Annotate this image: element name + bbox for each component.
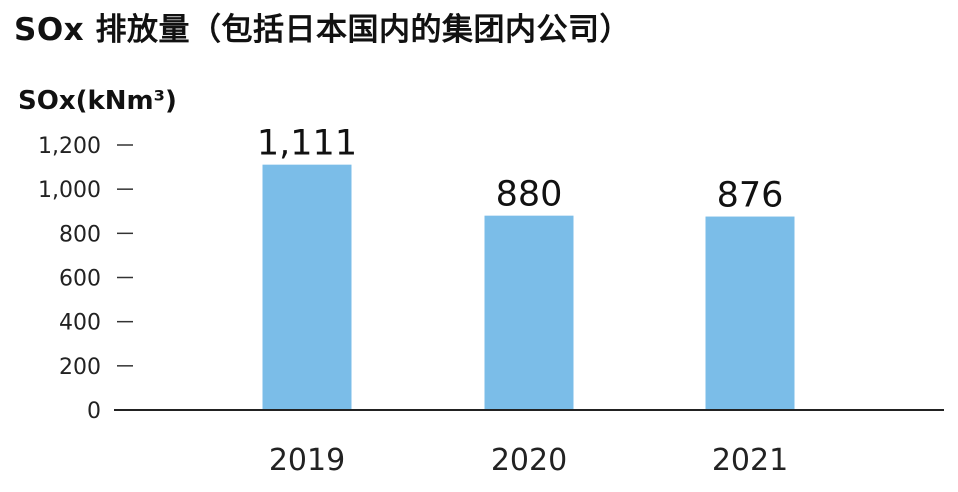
y-axis-label: SOx(kNm³)	[18, 86, 177, 116]
y-axis-ticks: 0 200 400 600 800 1,000 1,200	[38, 134, 133, 424]
data-label: 1,111	[257, 124, 357, 164]
y-tick-label: 200	[59, 355, 101, 380]
y-tick-label: 400	[59, 311, 101, 336]
y-tick-label: 800	[59, 222, 101, 247]
y-tick-label: 1,200	[38, 134, 101, 159]
x-tick-label: 2021	[712, 443, 788, 478]
y-tick-label: 0	[87, 399, 101, 424]
bar-2021	[705, 216, 795, 410]
y-tick-label: 600	[59, 267, 101, 292]
data-label: 876	[717, 176, 784, 216]
bars	[262, 164, 795, 410]
x-axis-labels: 2019 2020 2021	[269, 443, 788, 478]
y-tick-label: 1,000	[38, 178, 101, 203]
x-tick-label: 2019	[269, 443, 345, 478]
bar-2019	[262, 164, 352, 410]
chart-title: SOx 排放量（包括日本国内的集团内公司）	[14, 12, 631, 48]
x-tick-label: 2020	[491, 443, 567, 478]
data-labels: 1,111 880 876	[257, 124, 784, 216]
bar-2020	[484, 215, 574, 410]
data-label: 880	[496, 175, 563, 215]
